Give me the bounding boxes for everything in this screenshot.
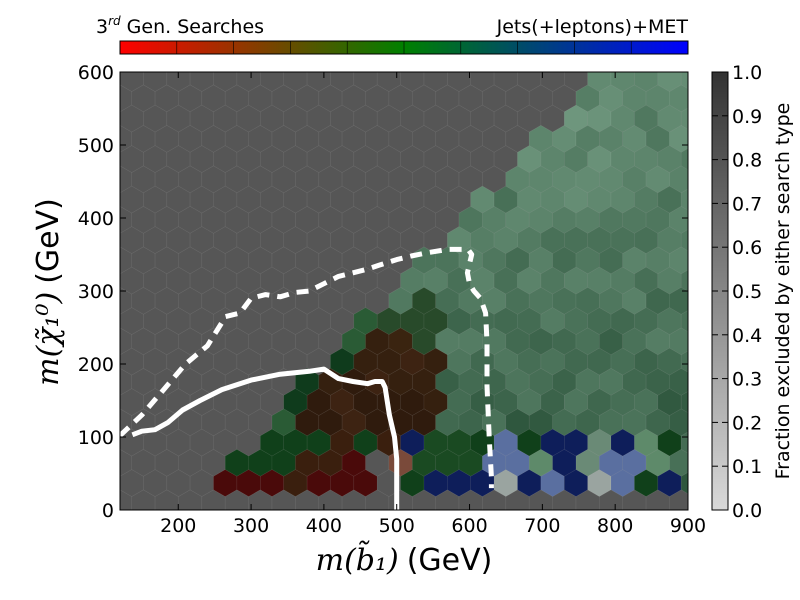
hex-cell	[680, 472, 688, 495]
x-axis: 200 300 400 500 600 700 800 900	[160, 72, 706, 537]
y-tick-label: 0	[102, 500, 114, 522]
hexbin-layer	[85, 44, 716, 510]
y-tick-label: 300	[78, 281, 114, 303]
colorbar-ticks: 0.0 0.1 0.2 0.3 0.4 0.5 0.6 0.7 0.8 0.9 1.0	[712, 62, 762, 522]
y-axis-title: m(χ̃₁⁰)(GeV)	[31, 198, 66, 386]
x-tick-label: 500	[379, 515, 415, 537]
hex-cell	[120, 475, 121, 491]
hex-cell	[85, 85, 108, 112]
hex-cell	[294, 509, 296, 510]
hex-cell	[645, 509, 647, 510]
colorbar-tick-label: 0.8	[732, 150, 762, 172]
hex-cell	[680, 391, 688, 414]
hex-cell	[680, 310, 688, 333]
x-tick-label: 800	[597, 515, 633, 537]
y-tick-label: 400	[78, 208, 114, 230]
contour-layer	[120, 246, 494, 510]
hex-cell	[120, 313, 121, 329]
x-tick-label: 600	[451, 515, 487, 537]
hex-cell	[680, 350, 688, 373]
x-tick-label: 300	[233, 515, 269, 537]
x-axis-title: m(b̃₁) (GeV)	[316, 540, 493, 578]
colorbar-tick-label: 0.9	[732, 106, 762, 128]
colorbar-tick-label: 0.2	[732, 412, 762, 434]
hex-cell	[120, 232, 121, 248]
hex-cell	[435, 509, 437, 510]
colorbar-tick-label: 0.5	[732, 281, 762, 303]
search-type-bar: 3rd Gen. Searches Jets(+leptons)+MET	[96, 14, 689, 55]
contour-solid-exclusion	[131, 366, 400, 510]
hex-cell	[120, 394, 121, 410]
colorbar-tick-label: 0.1	[732, 456, 762, 478]
hex-cell	[680, 188, 688, 211]
hex-cell	[85, 449, 108, 476]
hex-cell	[693, 44, 716, 71]
hex-cell	[85, 328, 108, 355]
x-tick-label: 400	[306, 515, 342, 537]
x-tick-label: 900	[670, 515, 706, 537]
hex-cell	[680, 269, 688, 292]
colorbar: 0.0 0.1 0.2 0.3 0.4 0.5 0.6 0.7 0.8 0.9 1.0 Fracti…	[711, 62, 794, 522]
y-tick-label: 500	[78, 135, 114, 157]
colorbar-tick-label: 0.7	[732, 193, 762, 215]
y-tick-label: 600	[78, 62, 114, 84]
hex-cell	[680, 148, 688, 171]
colorbar-tick-label: 0.3	[732, 369, 762, 391]
colorbar-title: Fraction excluded by either search type	[772, 103, 794, 480]
hex-cell	[85, 166, 108, 193]
plot-area	[85, 44, 716, 510]
hex-cell	[131, 509, 133, 510]
search-type-right-label: Jets(+leptons)+MET	[496, 16, 689, 38]
hex-cell	[680, 72, 688, 90]
hex-cell	[364, 509, 367, 510]
hex-cell	[120, 111, 121, 126]
search-type-left-label: 3rd Gen. Searches	[96, 14, 264, 38]
hex-cell	[680, 107, 688, 130]
hex-cell	[680, 229, 688, 252]
hex-cell	[575, 509, 577, 510]
colorbar-tick-label: 0.0	[732, 500, 762, 522]
y-axis: 0 100 200 300 400 500 600	[78, 62, 688, 522]
hex-cell	[505, 509, 507, 510]
hex-cell	[120, 489, 132, 510]
y-tick-label: 100	[78, 427, 114, 449]
x-tick-label: 700	[524, 515, 560, 537]
x-tick-label: 200	[160, 515, 196, 537]
colorbar-tick-label: 0.6	[732, 237, 762, 259]
hex-cell	[85, 247, 108, 274]
colorbar-tick-label: 0.4	[732, 325, 762, 347]
contour-dashed-exclusion	[120, 246, 494, 489]
search-type-bar-ticks	[176, 41, 632, 54]
colorbar-tick-label: 1.0	[732, 62, 762, 84]
y-tick-label: 200	[78, 354, 114, 376]
